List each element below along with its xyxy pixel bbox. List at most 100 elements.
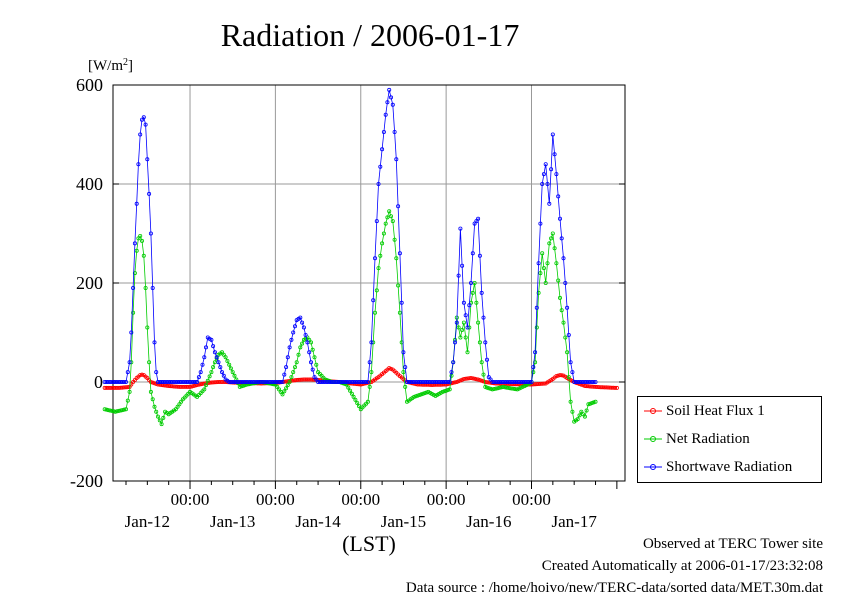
data-point (143, 285, 148, 290)
data-point (447, 387, 452, 392)
data-point (154, 409, 159, 414)
data-point (376, 181, 381, 186)
data-point (355, 400, 360, 405)
data-point (115, 385, 120, 390)
data-point (241, 383, 246, 388)
data-point (559, 236, 564, 241)
data-point (613, 385, 618, 390)
data-point (171, 379, 176, 384)
x-day-label: Jan-13 (210, 512, 255, 531)
data-point (280, 392, 285, 397)
data-point (296, 352, 301, 357)
data-point (390, 102, 395, 107)
data-point (227, 362, 232, 367)
data-point (387, 87, 392, 92)
data-point (588, 401, 593, 406)
data-point (294, 360, 299, 365)
data-point (202, 355, 207, 360)
data-point (536, 381, 541, 386)
data-point (278, 379, 283, 384)
data-point (565, 305, 570, 310)
data-point (534, 382, 539, 387)
data-point (397, 251, 402, 256)
data-point (614, 385, 619, 390)
data-point (164, 383, 169, 388)
data-point (180, 384, 185, 389)
data-point (495, 386, 500, 391)
data-point (230, 379, 235, 384)
data-point (456, 325, 461, 330)
data-point (129, 330, 134, 335)
data-point (141, 253, 146, 258)
data-point (187, 384, 192, 389)
data-point (476, 216, 481, 221)
data-point (486, 386, 491, 391)
data-point (221, 352, 226, 357)
data-point (131, 310, 136, 315)
data-point (141, 115, 146, 120)
data-point (481, 379, 486, 384)
data-point (353, 397, 358, 402)
data-point (131, 285, 136, 290)
data-point (196, 382, 201, 387)
data-point (426, 382, 431, 387)
data-point (476, 320, 481, 325)
data-point (205, 378, 210, 383)
data-point (139, 372, 144, 377)
data-point (371, 298, 376, 303)
data-point (463, 335, 468, 340)
data-point (550, 231, 555, 236)
y-axis-ticks: -200 0 200 400 600 (70, 75, 625, 491)
data-point (419, 392, 424, 397)
data-point (200, 381, 205, 386)
data-point (124, 407, 129, 412)
data-point (106, 408, 111, 413)
data-point (399, 300, 404, 305)
data-point (593, 379, 598, 384)
data-point (531, 370, 536, 375)
data-point (483, 340, 488, 345)
data-point (582, 414, 587, 419)
data-point (280, 379, 285, 384)
data-point (285, 379, 290, 384)
data-point (401, 350, 406, 355)
data-point (138, 233, 143, 238)
x-day-label: Jan-17 (552, 512, 598, 531)
data-point (477, 253, 482, 258)
data-point (529, 379, 534, 384)
data-point (230, 370, 235, 375)
data-point (118, 408, 123, 413)
data-point (203, 345, 208, 350)
data-point (568, 399, 573, 404)
data-point (108, 408, 113, 413)
data-point (484, 357, 489, 362)
data-point (595, 384, 600, 389)
data-point (106, 385, 111, 390)
data-point (593, 399, 598, 404)
data-point (125, 398, 130, 403)
data-point (170, 384, 175, 389)
legend-marker-green (644, 436, 662, 442)
data-point (235, 379, 240, 384)
data-point (511, 386, 516, 391)
data-point (214, 355, 219, 360)
data-point (314, 362, 319, 367)
data-point (179, 399, 184, 404)
data-point (477, 340, 482, 345)
data-point (351, 394, 356, 399)
data-point (561, 320, 566, 325)
data-point (155, 382, 160, 387)
data-point (275, 384, 280, 389)
data-point (545, 181, 550, 186)
data-point (461, 320, 466, 325)
data-point (559, 373, 564, 378)
data-point (239, 384, 244, 389)
data-point (422, 391, 427, 396)
data-point (138, 373, 143, 378)
data-point (127, 360, 132, 365)
data-point (104, 407, 109, 412)
data-point (219, 370, 224, 375)
data-point (287, 345, 292, 350)
data-point (549, 167, 554, 172)
data-point (566, 375, 571, 380)
